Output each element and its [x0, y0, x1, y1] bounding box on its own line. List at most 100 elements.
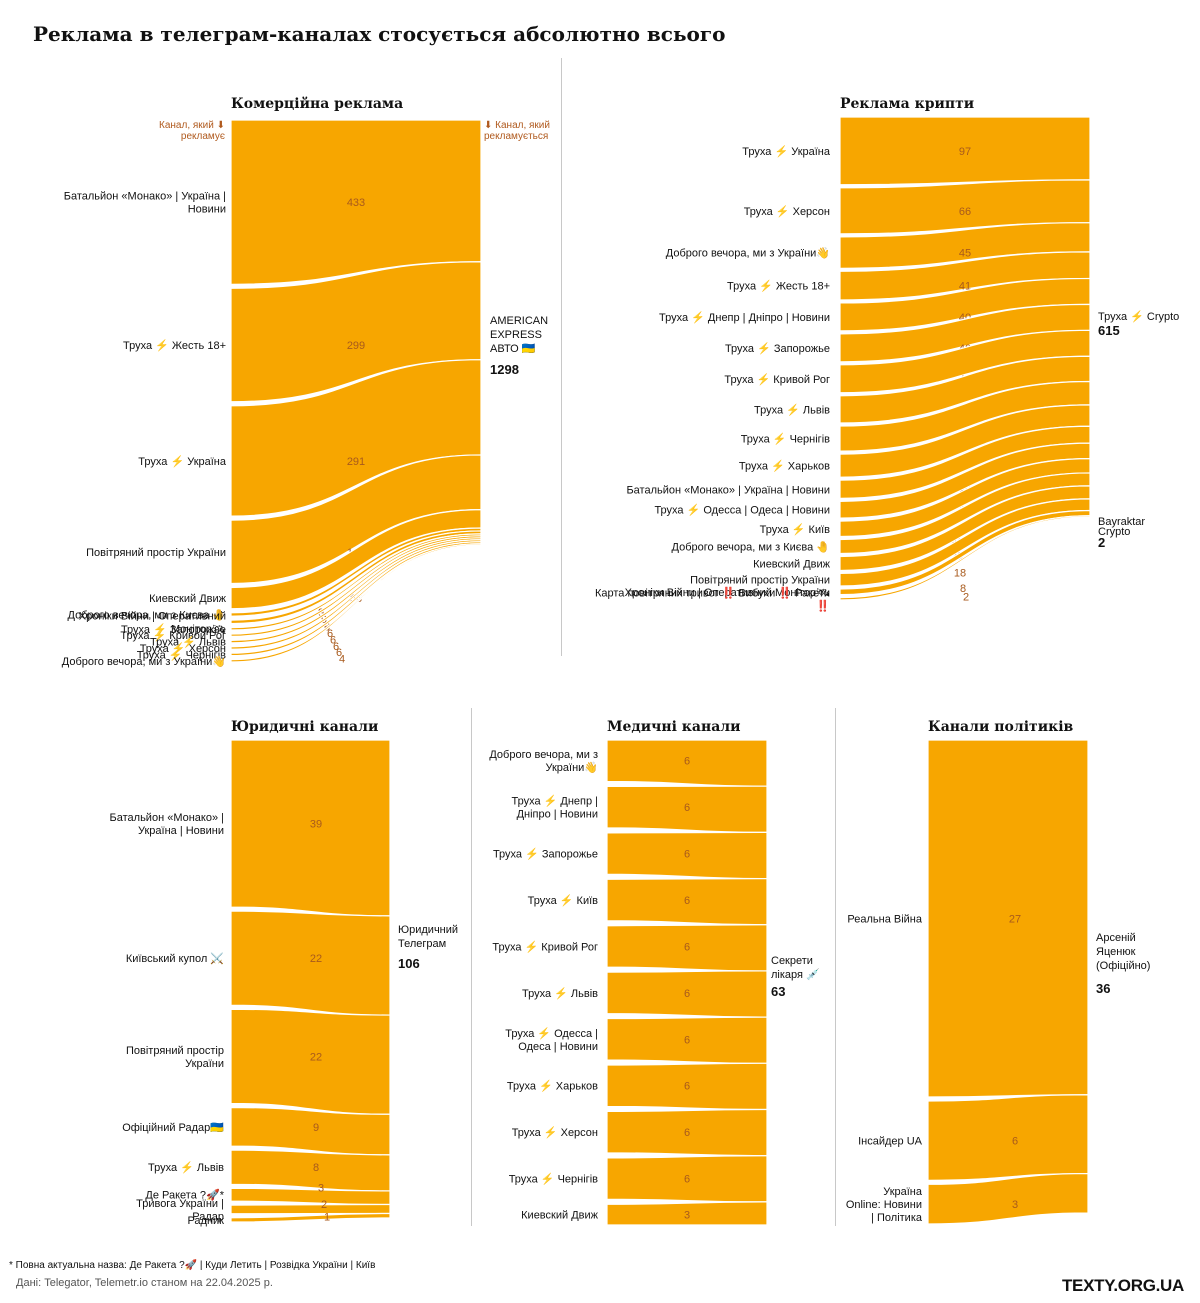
source-label: Труха ⚡ Запорожье [121, 623, 226, 636]
source-label: Доброго вечора, ми з Києва 🤚 [68, 608, 226, 621]
source-label: Доброго вечора, ми з України👋 [62, 655, 226, 668]
value-label: 6 [684, 941, 690, 953]
value-label: 6 [684, 1127, 690, 1139]
target-label: EXPRESS [490, 329, 542, 341]
target-total: 36 [1096, 981, 1110, 996]
flow-band [230, 1212, 391, 1223]
source-label: Труха ⚡ Херсон [512, 1126, 598, 1139]
target-label: AMERICAN [490, 315, 548, 327]
value-label: 6 [684, 1081, 690, 1093]
source-label: Труха ⚡ Львів [150, 636, 226, 649]
source-label: Повітряний простір України [690, 575, 830, 587]
value-label: 8 [960, 583, 966, 595]
source-label: ‼️ [816, 599, 830, 612]
target-label: Bayraktar [1098, 516, 1145, 528]
chart-title: Медичні канали [607, 719, 741, 735]
source-label: Труха ⚡ Львів [148, 1161, 224, 1174]
flow-band [230, 543, 482, 663]
source-label: Труха ⚡ Харьков [507, 1080, 598, 1093]
source-label: Одеса | Новини [518, 1041, 598, 1053]
source-label: Труха ⚡ Днепр | Дніпро | Новини [659, 311, 830, 324]
source-label: Труха ⚡ Кривой Рог [492, 940, 598, 953]
value-label: 22 [310, 1051, 322, 1063]
value-label: 6 [333, 641, 339, 653]
value-label: 2 [963, 592, 969, 604]
value-label: 6 [330, 634, 336, 646]
source-label: України👋 [545, 761, 598, 774]
source-label: Доброго вечора, ми з України👋 [666, 247, 830, 260]
source-label: Повітряний простір України [86, 547, 226, 559]
source-label: Киевский Движ [149, 593, 226, 605]
value-label: 45 [959, 248, 971, 260]
flow-band [606, 1201, 768, 1226]
value-label: 6 [336, 647, 342, 659]
source-label: Киевский Движ [521, 1210, 598, 1222]
value-label: 22 [310, 953, 322, 965]
source-label: Тривога України | [136, 1198, 224, 1210]
chart-title: Комерційна реклама [231, 95, 403, 112]
value-label: 3 [318, 1182, 324, 1194]
value-label: 6 [684, 1174, 690, 1186]
source-label: Труха ⚡ Чернігів [509, 1173, 598, 1186]
source-label: Труха ⚡ Жесть 18+ [123, 339, 226, 352]
value-label: 299 [347, 340, 365, 352]
target-label: лікаря 💉 [771, 968, 820, 981]
source-note: Дані: Telegator, Telemetr.io станом на 2… [16, 1277, 273, 1289]
source-label: Труха ⚡ Одесса | [505, 1027, 598, 1040]
source-label: Труха ⚡ Київ [528, 894, 599, 907]
value-label: 8 [313, 1162, 319, 1174]
value-label: 97 [959, 146, 971, 158]
value-label: 6 [684, 802, 690, 814]
source-label: Труха ⚡ Харьков [739, 460, 830, 473]
target-total: 2 [1098, 535, 1105, 550]
flow-band [927, 1172, 1089, 1225]
value-label: 6 [1012, 1136, 1018, 1148]
source-label: Монітор🛰 [171, 623, 226, 635]
value-label: 1 [324, 1212, 330, 1224]
chart-title: Канали політиків [928, 719, 1074, 735]
divider-top [561, 58, 562, 656]
value-label: 6 [684, 849, 690, 861]
source-label: Новини [188, 204, 226, 216]
target-label: Арсеній [1096, 932, 1136, 944]
source-label: Радар [192, 1211, 224, 1223]
flow-band [839, 515, 1091, 601]
target-total: 615 [1098, 323, 1120, 338]
source-label: Батальйон «Монако» | Україна | [64, 191, 226, 203]
source-label: Повітряний простір [126, 1045, 224, 1057]
source-label: України [185, 1058, 224, 1070]
source-label: Труха ⚡ Херсон [744, 205, 830, 218]
source-label: Труха ⚡ Запорожье [725, 342, 830, 355]
source-label: Труха ⚡ Запорожье [493, 848, 598, 861]
source-label: Доброго вечора, ми з [489, 749, 598, 761]
page-title: Реклама в телеграм-каналах стосується аб… [33, 22, 726, 46]
flow-band [230, 1149, 391, 1192]
value-label: 18 [954, 567, 966, 579]
source-label: Карта повітряних тривог ‼️ Вибухи ‼️ Рак… [595, 586, 830, 599]
source-label: Труха ⚡ Чернігів [137, 648, 226, 661]
target-label: Труха ⚡ Crypto [1098, 310, 1179, 323]
target-total: 63 [771, 984, 785, 999]
source-label: Де Ракета ?🚀* [145, 1189, 224, 1202]
source-label: Батальйон «Монако» | Україна | Новини [626, 484, 830, 496]
value-label: 3 [1012, 1199, 1018, 1211]
value-label: 4 [339, 654, 345, 666]
source-label: Хроніки Війни | Оперативний Монітор🛰 [625, 587, 830, 599]
source-label: Радник [187, 1215, 224, 1227]
target-label: Секрети [771, 955, 813, 967]
source-label: Труха ⚡ Кривой Рог [724, 373, 830, 386]
value-label: 3 [684, 1210, 690, 1222]
source-label: Київський купол ⚔️ [126, 952, 224, 965]
right-header: рекламується [484, 131, 548, 142]
source-label: Труха ⚡ Київ [760, 523, 831, 536]
flow-band [230, 1187, 391, 1206]
texty-logo: TEXTY.ORG.UA [1061, 1276, 1184, 1295]
source-label: Інсайдер UA [858, 1136, 923, 1148]
flow-band [927, 1094, 1089, 1181]
source-label: Батальйон «Монако» | [110, 812, 224, 824]
source-label: Труха ⚡ Жесть 18+ [727, 280, 830, 293]
source-label: Труха ⚡ Чернігів [741, 433, 830, 446]
chart-title: Реклама крипти [840, 96, 974, 112]
source-label: Труха ⚡ Херсон [140, 642, 226, 655]
target-label: АВТО 🇺🇦 [490, 342, 536, 355]
